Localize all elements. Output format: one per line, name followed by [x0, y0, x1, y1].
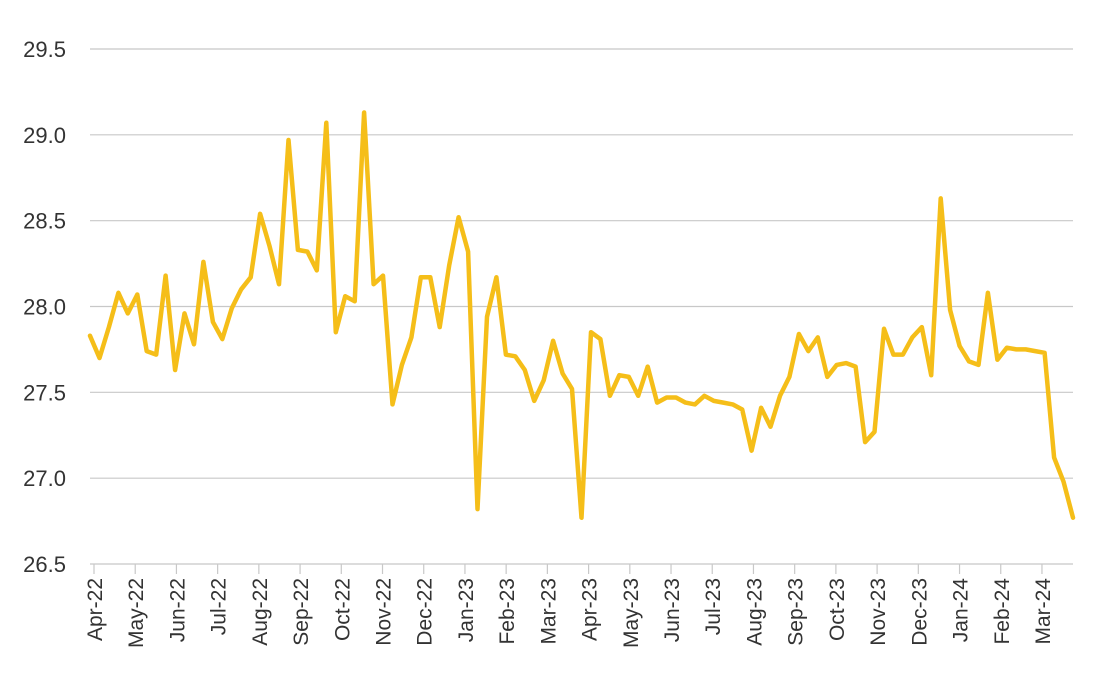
x-tick-label: May-22	[125, 578, 148, 648]
y-tick-label: 29.0	[23, 123, 66, 148]
x-axis	[90, 563, 1073, 574]
y-tick-label: 27.5	[23, 380, 66, 405]
x-tick-label: Apr-23	[579, 578, 602, 641]
x-tick-label: Oct-23	[826, 578, 849, 641]
series-line	[87, 110, 1076, 520]
x-tick-label: Oct-22	[331, 578, 354, 641]
x-tick-label: Sep-23	[785, 578, 808, 646]
x-tick-label: Nov-23	[867, 578, 890, 646]
y-tick-label: 28.5	[23, 209, 66, 234]
x-tick-label: Aug-22	[249, 578, 272, 646]
y-tick-label: 28.0	[23, 295, 66, 320]
series-layer	[87, 110, 1076, 520]
x-tick-label: Apr-22	[84, 578, 107, 641]
x-tick-label: Mar-23	[537, 578, 560, 645]
x-tick-label: Jan-24	[950, 578, 973, 643]
x-tick-label: Jun-23	[661, 578, 684, 642]
x-tick-label: Sep-22	[290, 578, 313, 646]
x-tick-label: Aug-23	[743, 578, 766, 646]
x-tick-label: Dec-23	[908, 578, 931, 646]
x-tick-label: Feb-23	[496, 578, 519, 645]
x-tick-label: May-23	[620, 578, 643, 648]
x-tick-label: Jul-23	[702, 578, 725, 635]
y-axis-tick-labels: 26.5 27.0 27.5 28.0 28.5 29.0 29.5	[23, 37, 66, 577]
gridlines	[90, 48, 1073, 479]
y-tick-label: 26.5	[23, 552, 66, 577]
x-tick-label: Jul-22	[208, 578, 231, 635]
x-tick-label: Nov-22	[373, 578, 396, 646]
y-tick-label: 29.5	[23, 37, 66, 62]
y-tick-label: 27.0	[23, 466, 66, 491]
x-tick-label: Dec-22	[414, 578, 437, 646]
x-axis-tick-labels: Apr-22 May-22 Jun-22 Jul-22 Aug-22 Sep-22 Oct-…	[84, 578, 1055, 648]
x-tick-label: Jun-22	[166, 578, 189, 642]
x-tick-label: Mar-24	[1032, 578, 1055, 645]
x-tick-label: Jan-23	[455, 578, 478, 642]
x-tick-label: Feb-24	[991, 578, 1014, 645]
